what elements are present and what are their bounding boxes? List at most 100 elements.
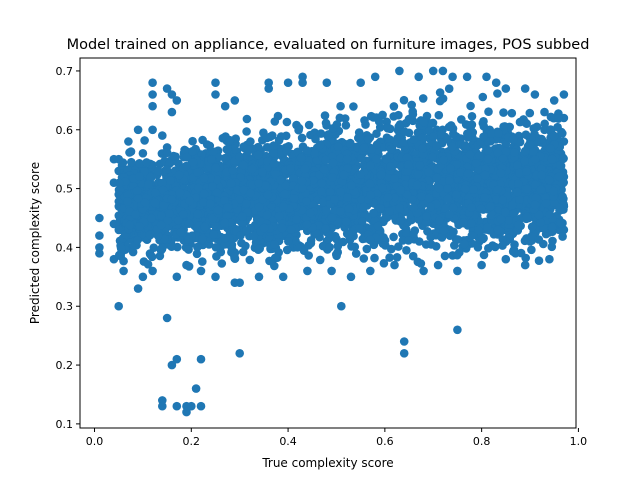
data-point [474, 151, 484, 160]
data-point [346, 138, 355, 148]
data-point [558, 154, 568, 164]
x-tick-label: 0.0 [86, 435, 104, 448]
data-point [315, 255, 325, 265]
data-point [344, 204, 354, 213]
data-point [404, 236, 413, 245]
x-tick-label: 1.0 [570, 435, 588, 448]
data-point [453, 266, 462, 276]
data-point [493, 89, 502, 98]
data-point [259, 128, 268, 137]
y-tick-label: 0.6 [56, 124, 74, 137]
data-point [205, 141, 215, 151]
data-point [198, 135, 207, 145]
data-point [369, 113, 378, 122]
data-point [143, 260, 153, 269]
data-point [531, 193, 541, 203]
data-point [228, 166, 238, 175]
y-tick-label: 0.3 [56, 300, 74, 313]
data-point [297, 133, 307, 143]
data-point [162, 313, 172, 323]
data-point [482, 72, 491, 82]
data-point [394, 110, 403, 120]
data-point [443, 194, 453, 204]
data-point [294, 125, 303, 135]
data-point [509, 209, 518, 219]
data-point [413, 180, 422, 190]
data-point [262, 210, 272, 220]
data-point [133, 194, 143, 203]
data-point [522, 184, 532, 194]
data-point [383, 193, 393, 202]
data-point [372, 140, 382, 149]
data-point [146, 172, 155, 182]
data-point [182, 407, 191, 417]
data-point [263, 190, 273, 200]
data-point [383, 124, 393, 133]
plot-frame [79, 57, 577, 429]
data-point [114, 178, 124, 188]
data-point [148, 266, 157, 276]
data-point [280, 189, 290, 199]
data-point [269, 141, 279, 150]
data-point [447, 142, 457, 152]
data-point [440, 251, 450, 261]
data-point [343, 193, 352, 202]
data-point [370, 253, 379, 263]
data-point [385, 253, 394, 262]
data-point [235, 152, 244, 161]
data-point [225, 135, 235, 145]
data-point [184, 262, 194, 271]
data-point [270, 240, 279, 249]
data-point [346, 272, 356, 282]
data-point [125, 148, 134, 157]
data-point [525, 140, 535, 149]
data-point [184, 219, 194, 228]
data-point [501, 254, 511, 264]
data-point [217, 259, 227, 268]
data-point [396, 185, 406, 195]
data-point [367, 145, 376, 154]
data-point [445, 176, 454, 186]
data-point [259, 223, 269, 233]
data-point [302, 146, 312, 155]
data-point [446, 163, 455, 173]
data-point [520, 260, 530, 270]
data-point [379, 259, 389, 268]
data-point [337, 301, 346, 311]
data-point [479, 132, 488, 142]
data-point [163, 215, 173, 225]
data-point [528, 147, 538, 156]
data-point [242, 199, 251, 208]
data-point [118, 158, 128, 167]
data-point [537, 170, 546, 180]
data-point [444, 84, 454, 93]
data-point [417, 192, 426, 201]
data-point [386, 162, 395, 171]
data-point [258, 167, 267, 177]
data-point [370, 72, 380, 82]
data-point [363, 135, 373, 144]
data-point [373, 189, 382, 198]
data-point [148, 125, 157, 135]
data-point [477, 260, 486, 270]
chart-title: Model trained on appliance, evaluated on… [67, 37, 590, 53]
data-point [409, 228, 419, 238]
data-point [365, 179, 375, 188]
data-point [441, 203, 450, 213]
data-point [326, 187, 335, 197]
data-point [419, 266, 428, 276]
data-point [114, 225, 124, 235]
data-point [414, 72, 424, 82]
data-point [448, 72, 457, 82]
data-point [167, 195, 177, 204]
data-point [133, 284, 143, 293]
data-point [498, 235, 508, 244]
data-point [508, 247, 518, 256]
data-point [366, 190, 375, 200]
data-point [507, 108, 517, 118]
data-point [172, 272, 182, 282]
data-point [144, 179, 153, 189]
data-point [478, 92, 488, 102]
data-point [360, 116, 369, 125]
data-point [188, 136, 197, 146]
